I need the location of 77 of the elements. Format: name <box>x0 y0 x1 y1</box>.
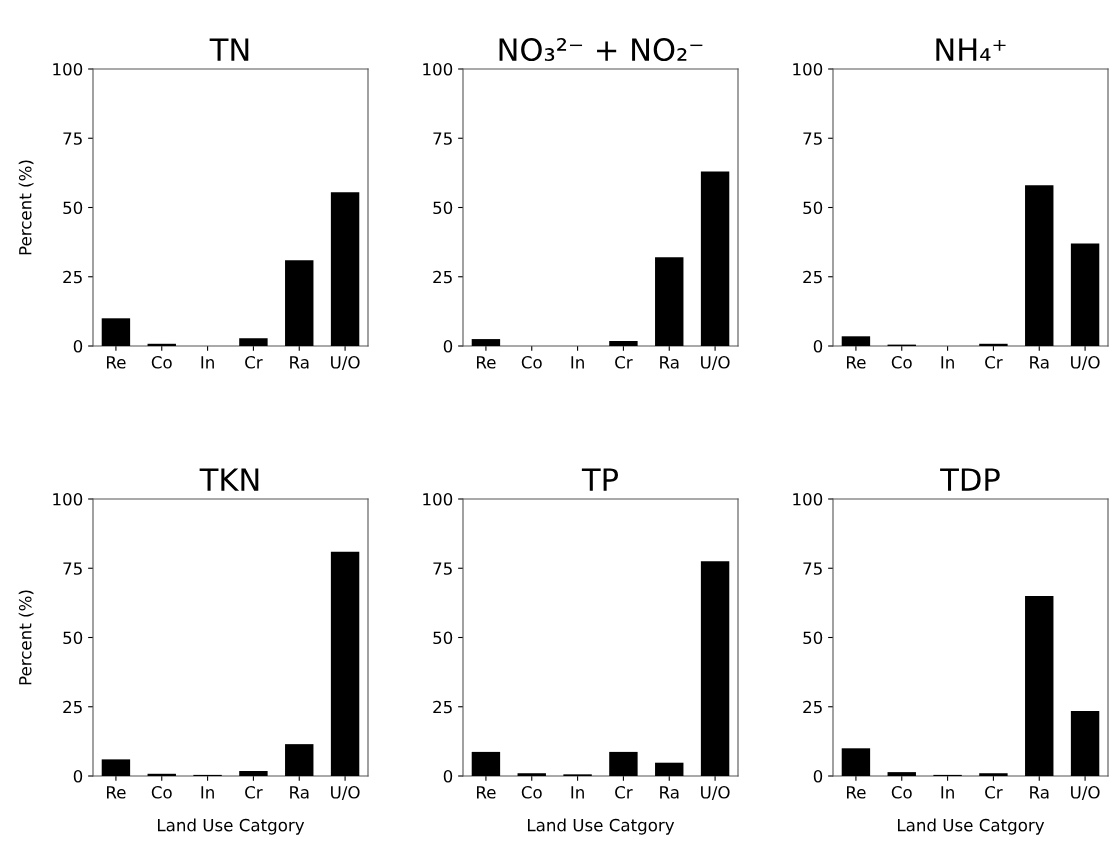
x-tick-label: Re <box>107 786 126 799</box>
x-tick-label: Re <box>477 356 496 369</box>
x-tick-label: In <box>201 786 214 799</box>
x-tick-label: Cr <box>615 786 633 799</box>
y-tick-label: 100 <box>423 62 453 76</box>
y-tick-label: 0 <box>813 339 823 353</box>
chart-title: TP <box>581 468 618 491</box>
y-tick-label: 25 <box>63 270 82 284</box>
x-tick-label: Co <box>521 786 542 799</box>
y-tick-label: 100 <box>793 492 823 506</box>
y-tick-label: 75 <box>433 132 452 145</box>
y-tick-label: 25 <box>433 270 452 284</box>
x-tick-label: U/O <box>1071 356 1100 370</box>
x-tick-label: U/O <box>701 786 730 800</box>
x-tick-label: Co <box>521 356 542 369</box>
y-tick-label: 75 <box>433 562 452 575</box>
y-tick-label: 75 <box>803 132 822 145</box>
y-tick-label: 50 <box>433 631 453 645</box>
x-tick-label: U/O <box>1071 786 1100 800</box>
y-tick-label: 50 <box>63 631 83 645</box>
x-tick-label: Co <box>891 786 912 799</box>
y-tick-label: 100 <box>53 62 83 76</box>
chart-title: TDP <box>940 468 1000 491</box>
x-tick-label: Cr <box>985 786 1003 799</box>
x-tick-label: In <box>571 786 584 799</box>
x-tick-label: Co <box>151 356 172 369</box>
y-tick-label: 50 <box>63 201 83 215</box>
x-tick-label: Ra <box>1030 356 1049 369</box>
x-tick-label: Re <box>107 356 126 369</box>
x-tick-label: In <box>941 356 954 369</box>
chart-title: TN <box>209 38 249 61</box>
x-tick-label: Ra <box>1030 786 1049 799</box>
x-tick-label: Cr <box>615 356 633 369</box>
x-axis-title: Land Use Catgory <box>898 818 1045 835</box>
x-tick-label: In <box>941 786 954 799</box>
y-tick-label: 50 <box>803 631 823 645</box>
x-tick-label: Cr <box>245 786 263 799</box>
x-axis-title: Land Use Catgory <box>528 818 675 835</box>
x-tick-label: Re <box>847 356 866 369</box>
y-axis-title: Percent (%) <box>18 160 34 255</box>
y-tick-label: 100 <box>53 492 83 506</box>
chart-title: NH₄⁺ <box>936 38 1006 61</box>
x-tick-label: Ra <box>660 356 679 369</box>
x-tick-label: In <box>201 356 214 369</box>
y-tick-label: 50 <box>803 201 823 215</box>
x-tick-label: U/O <box>701 356 730 370</box>
x-tick-label: U/O <box>331 786 360 800</box>
y-axis-title: Percent (%) <box>18 590 34 685</box>
y-tick-label: 0 <box>73 339 83 353</box>
y-tick-label: 100 <box>793 62 823 76</box>
y-tick-label: 75 <box>803 562 822 575</box>
x-tick-label: Ra <box>290 786 309 799</box>
x-tick-label: Cr <box>985 356 1003 369</box>
chart-title: NO₃²⁻ + NO₂⁻ <box>499 37 703 62</box>
x-tick-label: Co <box>151 786 172 799</box>
y-tick-label: 75 <box>63 132 82 145</box>
x-tick-label: Co <box>891 356 912 369</box>
x-tick-label: Ra <box>660 786 679 799</box>
y-tick-label: 75 <box>63 562 82 575</box>
y-tick-label: 25 <box>433 700 452 714</box>
x-tick-label: Cr <box>245 356 263 369</box>
x-tick-label: Ra <box>290 356 309 369</box>
x-tick-label: In <box>571 356 584 369</box>
y-tick-label: 0 <box>813 769 823 783</box>
y-tick-label: 25 <box>63 700 82 714</box>
y-tick-label: 25 <box>803 270 822 284</box>
x-tick-label: Re <box>477 786 496 799</box>
y-tick-label: 0 <box>443 339 453 353</box>
x-axis-title: Land Use Catgory <box>158 818 305 835</box>
chart-title: TKN <box>199 468 259 491</box>
y-tick-label: 0 <box>443 769 453 783</box>
x-tick-label: U/O <box>331 356 360 370</box>
y-tick-label: 0 <box>73 769 83 783</box>
x-tick-label: Re <box>847 786 866 799</box>
y-tick-label: 50 <box>433 201 453 215</box>
y-tick-label: 100 <box>423 492 453 506</box>
y-tick-label: 25 <box>803 700 822 714</box>
